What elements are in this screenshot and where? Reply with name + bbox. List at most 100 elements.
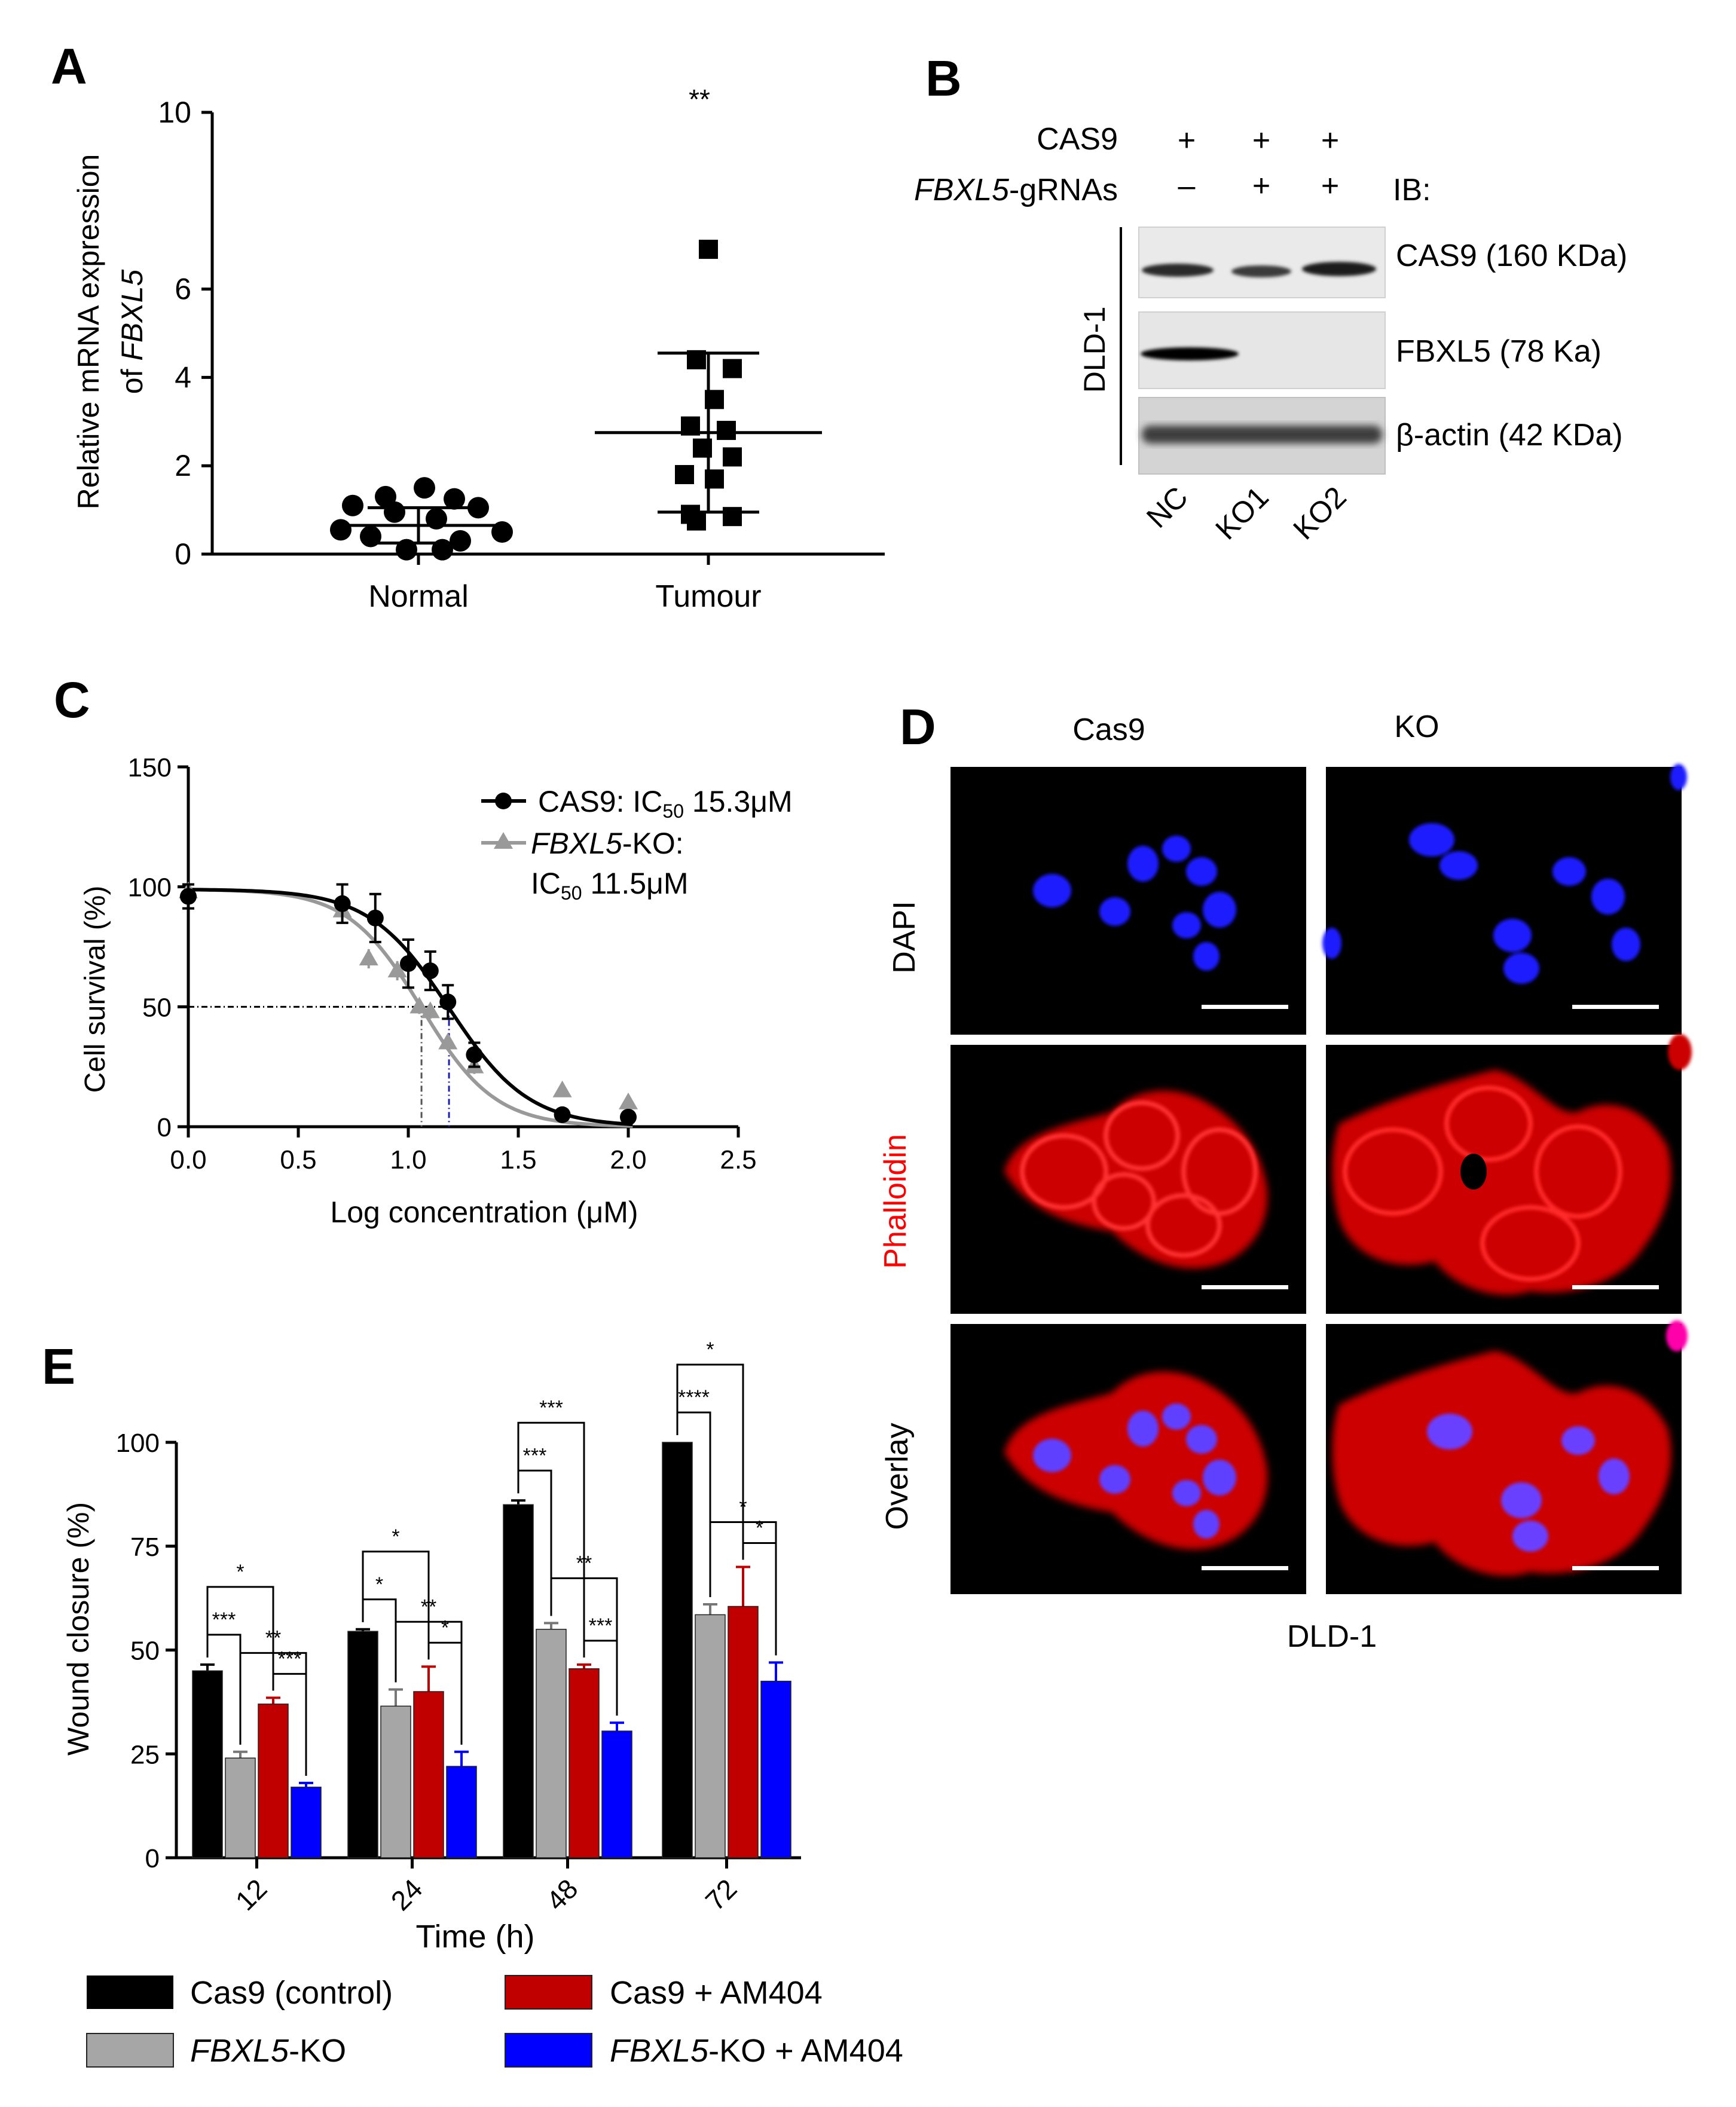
panel-b-signs: + + + – + + xyxy=(1178,123,1339,203)
data-point-normal xyxy=(414,477,435,499)
bar-72h-series-3 xyxy=(760,1680,791,1858)
significance-bracket xyxy=(427,1641,463,1745)
data-point-tumour xyxy=(681,416,700,436)
legend-ko-text-line2-sub: 50 xyxy=(561,882,582,904)
data-point-tumour xyxy=(723,447,742,467)
significance-bracket xyxy=(583,1640,618,1716)
x-tick-label: 12 xyxy=(230,1873,273,1916)
y-tick-label: 0 xyxy=(175,537,191,571)
data-point-tumour xyxy=(705,469,724,489)
data-point-tumour xyxy=(675,464,694,484)
ko-data-point xyxy=(438,1032,458,1050)
legend-ko-text-line2: IC50 11.5μM xyxy=(531,867,689,904)
cas9-data-point xyxy=(180,888,197,905)
bar-48h-series-3 xyxy=(601,1730,632,1858)
significance-label: * xyxy=(392,1525,399,1548)
bar-24h-series-0 xyxy=(347,1631,378,1858)
data-point-tumour xyxy=(687,511,706,531)
significance-label: ** xyxy=(421,1595,436,1618)
image-dapi-cas9 xyxy=(950,767,1306,1035)
cas9-data-point xyxy=(400,955,417,973)
panel-d-cell-line: DLD-1 xyxy=(1287,1619,1377,1654)
panel-a-axes: 0 2 4 6 10 Normal Tumour xyxy=(158,96,885,614)
y-tick-label: 50 xyxy=(130,1637,160,1666)
panel-b-cas9-row-label: CAS9 xyxy=(1037,122,1118,157)
significance-label: ** xyxy=(265,1626,281,1649)
y-tick-label: 150 xyxy=(128,753,172,782)
legend-swatch-ko xyxy=(86,2033,174,2068)
scale-bar xyxy=(1202,1285,1288,1289)
cas9-data-point xyxy=(554,1106,571,1123)
data-point-normal xyxy=(330,519,352,541)
data-point-tumour xyxy=(687,350,706,369)
panel-b-grna-suffix: -gRNAs xyxy=(1009,173,1118,207)
panel-e-legend: Cas9 (control) FBXL5-KO Cas9 + AM404 FBX… xyxy=(86,1975,903,2069)
data-point-normal xyxy=(432,539,453,561)
data-point-tumour xyxy=(705,390,724,409)
data-point-normal xyxy=(467,497,489,519)
y-tick-label: 4 xyxy=(175,360,191,394)
panel-a-marks xyxy=(330,240,822,561)
data-point-normal xyxy=(384,501,405,523)
significance-label: *** xyxy=(278,1647,302,1670)
panel-c-marks xyxy=(179,881,638,1128)
band-fbxl5-nc xyxy=(1141,347,1239,360)
legend-cas9-marker xyxy=(495,793,512,809)
x-tick-label: 48 xyxy=(540,1873,584,1916)
image-overlay-cas9 xyxy=(950,1324,1306,1594)
panel-b-band-label-cas9: CAS9 (160 KDa) xyxy=(1396,238,1627,273)
significance-label: * xyxy=(739,1496,747,1519)
blot-cas9 xyxy=(1138,227,1386,298)
data-point-normal xyxy=(396,539,417,561)
y-tick-label: 2 xyxy=(175,449,191,482)
data-point-tumour xyxy=(699,240,718,259)
panel-a-ylabel-line2: of FBXL5 xyxy=(115,270,149,395)
ko-data-point xyxy=(409,996,429,1014)
y-tick-label: 50 xyxy=(142,993,172,1022)
ko-data-point xyxy=(420,1001,440,1019)
data-point-normal xyxy=(491,521,513,543)
legend-label-cas9-am404: Cas9 + AM404 xyxy=(610,1975,823,2011)
panel-b-band-label-actin: β-actin (42 KDa) xyxy=(1396,418,1623,452)
legend-ko-text-line2-suffix: 11.5μM xyxy=(582,867,689,900)
bar-48h-series-1 xyxy=(536,1629,567,1858)
legend-label-ko: FBXL5-KO xyxy=(190,2033,346,2069)
x-tick-label: 0.5 xyxy=(280,1145,316,1175)
bar-12h-series-0 xyxy=(192,1670,223,1858)
image-dapi-ko xyxy=(1322,764,1687,1035)
data-point-tumour xyxy=(717,421,736,441)
legend-label-cas9: Cas9 (control) xyxy=(190,1975,393,2011)
panel-d-microscopy: Cas9 KO DAPI Phalloidin Overlay DLD-1 xyxy=(878,710,1692,1654)
legend-swatch-cas9 xyxy=(87,1975,173,2009)
y-tick-label: 6 xyxy=(175,273,191,306)
legend-label-ko-am404-gene: FBXL5 xyxy=(610,2033,709,2069)
significance-label: * xyxy=(441,1616,449,1639)
panel-d-row-dapi: DAPI xyxy=(887,901,922,973)
blot-actin xyxy=(1138,397,1386,475)
legend-cas9-text-sub: 50 xyxy=(662,800,684,822)
cas9-data-point xyxy=(421,962,439,980)
legend-ko-text-line2-prefix: IC xyxy=(531,867,561,900)
legend-label-ko-rest: -KO xyxy=(289,2033,346,2069)
bar-12h-series-2 xyxy=(258,1704,289,1858)
significance-label: *** xyxy=(212,1608,236,1631)
bar-72h-series-2 xyxy=(728,1606,759,1858)
data-point-tumour xyxy=(723,359,742,378)
cas9-sign: + xyxy=(1178,123,1196,158)
panel-d-row-overlay: Overlay xyxy=(880,1423,915,1530)
significance-label: * xyxy=(236,1561,244,1583)
bar-12h-series-3 xyxy=(291,1787,322,1858)
cas9-data-point xyxy=(466,1046,483,1063)
significance-label: **** xyxy=(678,1386,710,1409)
bar-12h-series-1 xyxy=(225,1757,256,1858)
panel-b-band-label-fbxl5: FBXL5 (78 Ka) xyxy=(1396,334,1601,369)
cas9-sign: + xyxy=(1252,123,1270,158)
panel-a-ylabel-prefix: of xyxy=(115,361,149,395)
ko-data-point xyxy=(359,949,378,966)
panel-b-grna-gene: FBXL5 xyxy=(914,173,1010,207)
cas9-data-point xyxy=(334,895,351,912)
panel-b-cell-line: DLD-1 xyxy=(1078,307,1111,393)
scale-bar xyxy=(1202,1005,1288,1009)
bar-24h-series-3 xyxy=(446,1766,477,1858)
band-cas9-ko2 xyxy=(1302,262,1376,276)
